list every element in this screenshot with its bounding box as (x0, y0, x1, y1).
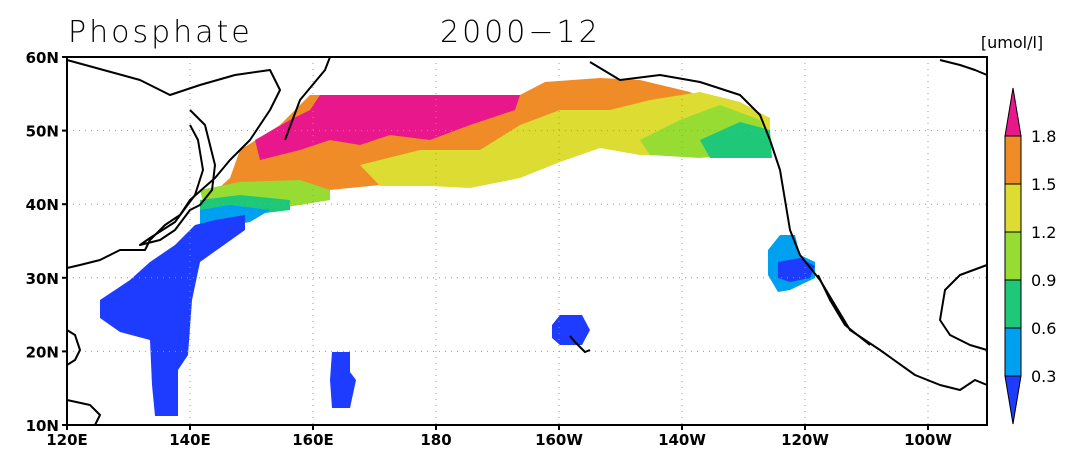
coastlines (66, 56, 988, 426)
colorbar-cap (1004, 375, 1022, 425)
coastline (284, 56, 331, 141)
colorbar-label: 1.8 (1031, 127, 1056, 146)
colorbar-label: 0.9 (1031, 271, 1056, 290)
title: Phosphate (68, 15, 253, 50)
lon-label: 160W (535, 431, 583, 449)
units: [umol/l] (981, 33, 1043, 52)
colorbar-segment (1004, 183, 1022, 233)
lon-label: 140E (169, 431, 211, 449)
lat-label: 50N (26, 123, 59, 141)
coastline (139, 109, 216, 246)
lat-label: 30N (26, 270, 59, 288)
lon-label: 120W (781, 431, 829, 449)
lat-label: 20N (26, 343, 59, 361)
field-area (360, 92, 770, 188)
coastline (589, 61, 988, 391)
colorbar-label: 1.5 (1031, 175, 1056, 194)
coastline (66, 59, 281, 269)
lat-label: 40N (26, 196, 59, 214)
coastline (939, 59, 988, 76)
colorbar: 1.8 1.5 1.2 0.9 0.6 0.3 (1004, 87, 1056, 425)
coastline (817, 274, 871, 346)
coastline (66, 329, 81, 366)
lon-label: 120E (46, 431, 88, 449)
field-area (778, 258, 815, 282)
graticule (67, 57, 987, 425)
colorbar-label: 0.3 (1031, 367, 1056, 386)
colorbar-label: 0.6 (1031, 319, 1056, 338)
lon-label: 180 (420, 431, 451, 449)
map-frame (66, 56, 988, 426)
field-area (100, 215, 245, 416)
lon-label: 100W (904, 431, 952, 449)
lat-label: 60N (26, 49, 59, 67)
field-area (330, 352, 356, 408)
lon-label: 140W (658, 431, 706, 449)
field-area (700, 122, 772, 158)
field-area (255, 95, 520, 160)
lon-label: 160E (292, 431, 334, 449)
lat-label: 10N (26, 417, 59, 435)
field-area (552, 315, 590, 345)
colorbar-segment (1004, 279, 1022, 329)
colorbar-segment (1004, 327, 1022, 377)
coastline (66, 399, 101, 426)
colorbar-cap (1004, 87, 1022, 137)
phosphate-field (100, 78, 815, 416)
coastline (569, 335, 591, 353)
colorbar-segment (1004, 231, 1022, 281)
colorbar-segment (1004, 135, 1022, 185)
period: 2000−12 (440, 15, 601, 50)
coastline (939, 264, 988, 351)
colorbar-label: 1.2 (1031, 223, 1056, 242)
